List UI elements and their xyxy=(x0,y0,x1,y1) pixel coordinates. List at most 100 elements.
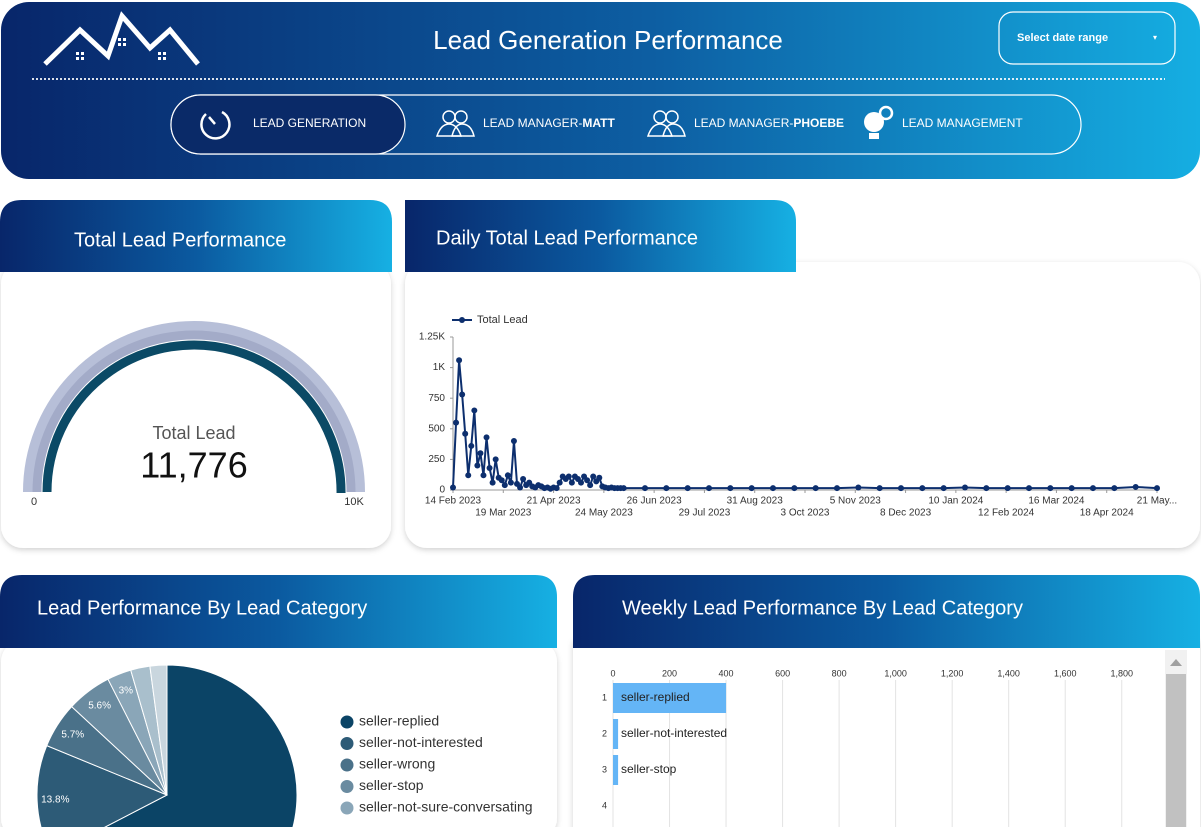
nav-tab-prefix[interactable]: LEAD MANAGER- xyxy=(694,116,793,130)
nav-tab-prefix[interactable]: LEAD MANAGER- xyxy=(483,116,582,130)
bar-label: seller-not-interested xyxy=(621,726,727,740)
panel-header xyxy=(405,200,796,272)
y-tick-label: 0 xyxy=(439,485,445,496)
line-point xyxy=(553,485,560,492)
line-point xyxy=(1154,485,1160,492)
line-point xyxy=(584,477,591,484)
nav-tab[interactable]: LEAD GENERATION xyxy=(253,116,366,130)
card xyxy=(573,640,1200,827)
pie-group: 13.8% 5.7% 5.6% 3% xyxy=(36,664,298,827)
logo xyxy=(43,11,200,66)
line-point xyxy=(590,473,597,480)
pie-slice xyxy=(149,664,168,796)
legend-label: seller-wrong xyxy=(359,756,435,772)
x-tick-label: 19 Mar 2023 xyxy=(475,508,532,519)
panel-title: Lead Performance By Lead Category xyxy=(37,597,367,619)
gauge-tick-label: 0 xyxy=(31,496,37,508)
date-select[interactable]: Select date range ▾ xyxy=(998,11,1176,65)
gauge-value: 11,776 xyxy=(140,445,247,486)
date-select-label[interactable]: Select date range xyxy=(1017,32,1108,44)
line-point xyxy=(480,472,487,479)
legend-label: Total Lead xyxy=(477,314,528,326)
line-point xyxy=(498,477,505,484)
x-tick-label: 200 xyxy=(662,668,677,678)
x-tick-label: 1,600 xyxy=(1054,668,1077,678)
line-point xyxy=(706,485,712,492)
line-point xyxy=(459,391,466,398)
line-point xyxy=(456,357,463,364)
line-point xyxy=(919,485,926,492)
line-point xyxy=(1026,485,1032,492)
x-tick-label: 5 Nov 2023 xyxy=(830,496,882,507)
nav-tab[interactable]: LEAD MANAGER-PHOEBE xyxy=(694,116,844,130)
nav-tab-name[interactable]: PHOEBE xyxy=(793,116,844,130)
x-tick-label: 1,000 xyxy=(884,668,907,678)
x-tick-label: 8 Dec 2023 xyxy=(880,508,932,519)
line-point xyxy=(507,479,514,486)
line-point xyxy=(477,450,484,457)
x-tick-label: 800 xyxy=(832,668,847,678)
panel-header xyxy=(0,575,557,648)
line-point xyxy=(471,407,478,414)
nav-tab[interactable]: LEAD MANAGER-MATT xyxy=(483,116,615,130)
line-point xyxy=(462,430,469,437)
gauge-label: Total Lead xyxy=(152,423,235,443)
line-point xyxy=(812,485,819,492)
gauge-value-group xyxy=(42,340,346,493)
line-point xyxy=(489,479,496,486)
nav-tab[interactable]: LEAD MANAGEMENT xyxy=(902,116,1023,130)
pie-value-label: 5.6% xyxy=(88,700,111,711)
line-point xyxy=(520,475,527,482)
date-select-box[interactable] xyxy=(998,11,1176,65)
line-point xyxy=(684,485,691,492)
panel-title: Total Lead Performance xyxy=(74,229,286,251)
panel-header xyxy=(573,575,1200,648)
pie-value-label: 5.7% xyxy=(61,729,84,740)
line-point xyxy=(504,472,511,479)
y-tick-label: 1 xyxy=(602,692,607,702)
gauge-value-arc xyxy=(42,340,346,493)
y-tick-label: 750 xyxy=(428,393,445,404)
line-point xyxy=(663,485,670,492)
line-point xyxy=(1132,483,1139,490)
nav-tab-active[interactable] xyxy=(170,94,406,155)
line-point xyxy=(876,485,883,492)
line-point xyxy=(465,472,472,479)
x-tick-label: 400 xyxy=(719,668,734,678)
nav-icon-bulb xyxy=(864,105,894,139)
pie-slice xyxy=(104,664,298,827)
line-point xyxy=(453,419,460,426)
line-point xyxy=(483,434,490,441)
nav-icon-people xyxy=(646,110,686,137)
y-tick-label: 1.25K xyxy=(419,332,445,343)
line-point xyxy=(517,484,524,491)
legend-marker xyxy=(340,758,354,772)
date-select-caret[interactable]: ▾ xyxy=(1153,33,1157,42)
legend-label: seller-not-sure-conversating xyxy=(359,799,533,815)
nav-icon-gauge xyxy=(200,110,231,140)
x-tick-label: 3 Oct 2023 xyxy=(781,508,830,519)
x-tick-label: 12 Feb 2024 xyxy=(978,508,1035,519)
line-point xyxy=(1090,485,1096,492)
line-point xyxy=(855,484,862,491)
line-point xyxy=(565,473,572,480)
x-tick-label: 29 Jul 2023 xyxy=(679,508,731,519)
line-point xyxy=(940,485,947,492)
scrollbar-up[interactable] xyxy=(1170,659,1182,666)
scrollbar-thumb[interactable] xyxy=(1166,674,1186,827)
bar-label: seller-replied xyxy=(621,690,690,704)
line-point xyxy=(450,484,456,491)
legend-label: seller-not-interested xyxy=(359,734,483,750)
x-tick-label: 10 Jan 2024 xyxy=(928,496,983,507)
line-point xyxy=(486,464,493,471)
line-point xyxy=(587,482,594,489)
line-point xyxy=(791,485,798,492)
y-tick-label: 4 xyxy=(602,800,607,810)
y-tick-label: 1K xyxy=(433,362,446,373)
line-point xyxy=(1068,485,1075,492)
line-point xyxy=(642,485,648,492)
nav-tab-name[interactable]: MATT xyxy=(582,116,615,130)
legend-marker xyxy=(340,737,354,750)
line-point xyxy=(492,456,499,463)
legend-marker xyxy=(459,317,465,323)
